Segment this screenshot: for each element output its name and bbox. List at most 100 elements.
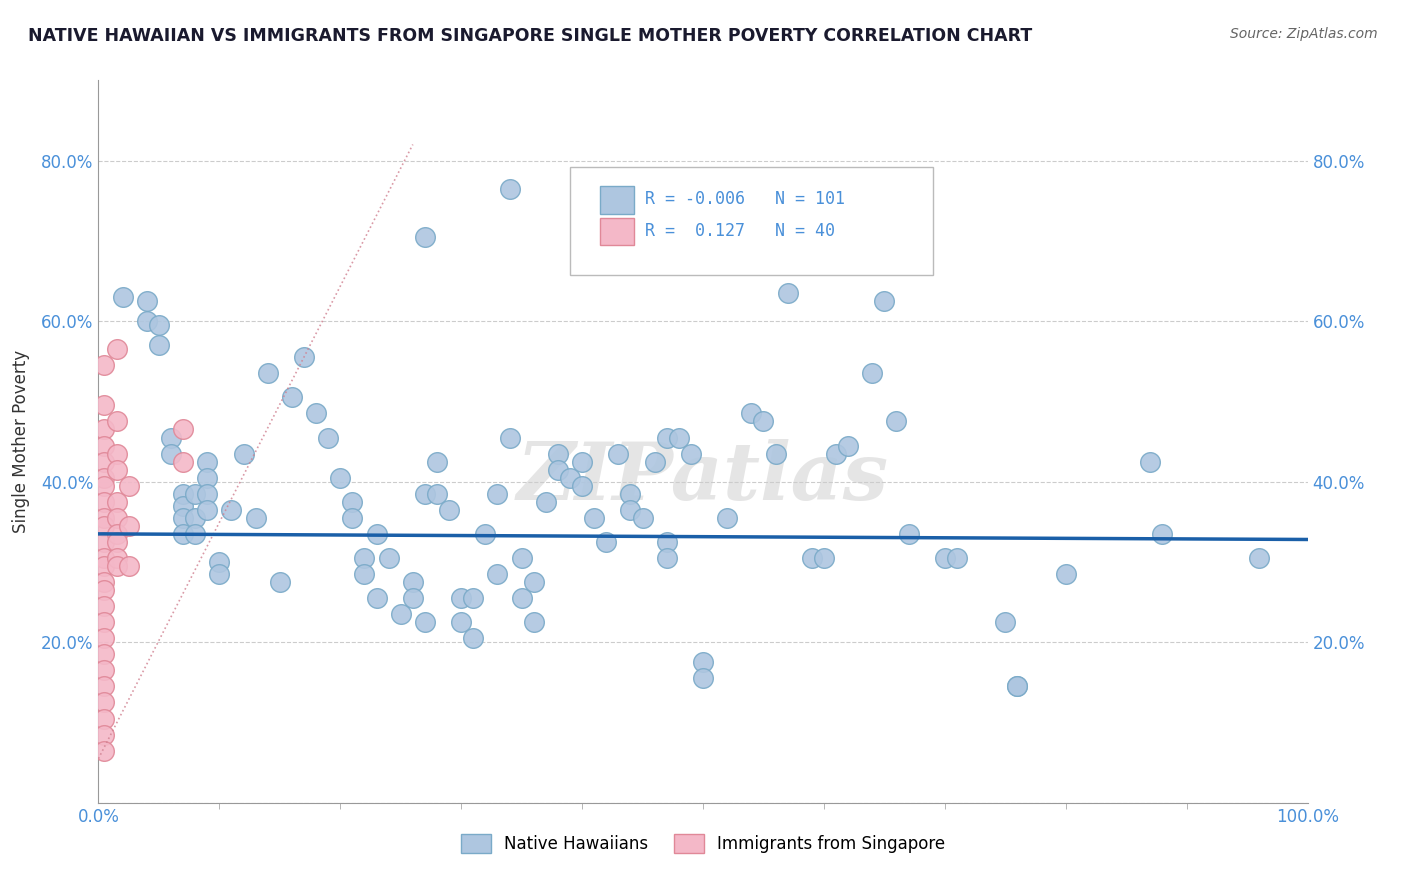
- Y-axis label: Single Mother Poverty: Single Mother Poverty: [11, 350, 30, 533]
- Point: [426, 454, 449, 469]
- Point: [1249, 550, 1271, 566]
- Point: [523, 615, 546, 630]
- Point: [172, 454, 194, 469]
- Point: [450, 591, 472, 605]
- Point: [172, 526, 194, 541]
- Text: NATIVE HAWAIIAN VS IMMIGRANTS FROM SINGAPORE SINGLE MOTHER POVERTY CORRELATION C: NATIVE HAWAIIAN VS IMMIGRANTS FROM SINGA…: [28, 27, 1032, 45]
- Point: [305, 406, 328, 420]
- Point: [105, 526, 128, 541]
- Point: [934, 550, 956, 566]
- Point: [558, 470, 581, 484]
- Point: [498, 430, 520, 444]
- Point: [946, 550, 969, 566]
- Point: [93, 680, 115, 694]
- Point: [1152, 526, 1174, 541]
- Point: [105, 534, 128, 549]
- Text: R =  0.127   N = 40: R = 0.127 N = 40: [645, 221, 835, 240]
- Point: [486, 486, 509, 500]
- Point: [776, 285, 799, 300]
- Point: [342, 494, 364, 508]
- Point: [93, 454, 115, 469]
- Point: [825, 446, 848, 460]
- Point: [655, 534, 678, 549]
- Point: [111, 290, 134, 304]
- Point: [93, 583, 115, 598]
- Point: [1007, 680, 1029, 694]
- Text: Source: ZipAtlas.com: Source: ZipAtlas.com: [1230, 27, 1378, 41]
- Point: [679, 446, 702, 460]
- Point: [245, 510, 267, 524]
- Point: [1007, 680, 1029, 694]
- Point: [148, 318, 170, 332]
- Point: [172, 422, 194, 436]
- Point: [631, 510, 654, 524]
- Point: [93, 648, 115, 662]
- Point: [195, 470, 218, 484]
- Point: [93, 470, 115, 484]
- Point: [256, 366, 278, 380]
- Point: [208, 567, 231, 582]
- Point: [93, 615, 115, 630]
- Point: [897, 526, 920, 541]
- Point: [353, 550, 375, 566]
- Point: [160, 446, 183, 460]
- Point: [644, 454, 666, 469]
- Point: [93, 550, 115, 566]
- Point: [93, 518, 115, 533]
- Point: [93, 728, 115, 742]
- Point: [1139, 454, 1161, 469]
- Point: [93, 712, 115, 726]
- Point: [118, 518, 141, 533]
- Point: [716, 510, 738, 524]
- Point: [93, 534, 115, 549]
- Point: [547, 446, 569, 460]
- Point: [534, 494, 557, 508]
- Point: [765, 446, 787, 460]
- Point: [105, 462, 128, 476]
- Point: [93, 744, 115, 758]
- Point: [148, 338, 170, 352]
- Point: [93, 478, 115, 492]
- Point: [172, 486, 194, 500]
- Point: [195, 486, 218, 500]
- Point: [93, 422, 115, 436]
- Point: [105, 414, 128, 428]
- Point: [583, 510, 606, 524]
- Point: [93, 438, 115, 452]
- Point: [402, 591, 425, 605]
- Point: [498, 181, 520, 195]
- Point: [342, 510, 364, 524]
- Point: [463, 632, 485, 646]
- Point: [135, 293, 157, 308]
- Point: [105, 342, 128, 356]
- Point: [994, 615, 1017, 630]
- Point: [655, 550, 678, 566]
- Point: [269, 574, 291, 589]
- Point: [316, 430, 339, 444]
- Point: [571, 454, 593, 469]
- Point: [692, 655, 714, 669]
- Point: [523, 574, 546, 589]
- Point: [474, 526, 496, 541]
- Point: [607, 446, 630, 460]
- Legend: Native Hawaiians, Immigrants from Singapore: Native Hawaiians, Immigrants from Singap…: [454, 827, 952, 860]
- Point: [292, 350, 315, 364]
- Point: [93, 664, 115, 678]
- Point: [886, 414, 908, 428]
- Point: [813, 550, 835, 566]
- Point: [281, 390, 304, 404]
- Point: [366, 526, 388, 541]
- Point: [860, 366, 883, 380]
- Point: [105, 510, 128, 524]
- Text: R = -0.006   N = 101: R = -0.006 N = 101: [645, 191, 845, 209]
- Point: [93, 558, 115, 574]
- Point: [740, 406, 762, 420]
- Point: [463, 591, 485, 605]
- Point: [195, 502, 218, 516]
- Point: [93, 574, 115, 589]
- Point: [437, 502, 460, 516]
- Point: [837, 438, 859, 452]
- Point: [93, 599, 115, 614]
- Point: [1054, 567, 1077, 582]
- Point: [655, 430, 678, 444]
